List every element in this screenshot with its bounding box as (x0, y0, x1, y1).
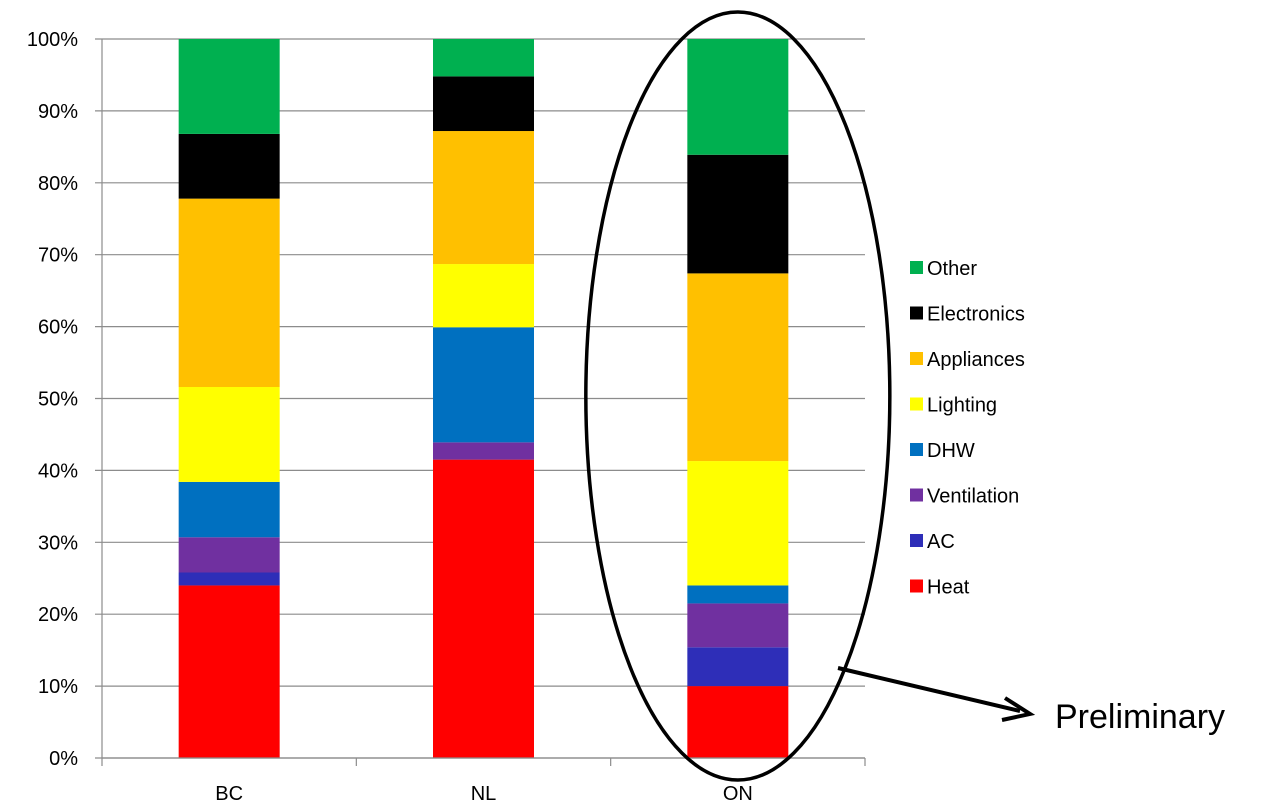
legend-label-appliances: Appliances (927, 349, 1025, 371)
bar-segment-nl-dhw (433, 327, 534, 443)
legend-swatch-electronics (910, 306, 923, 320)
bar-segment-bc-ventilation (178, 537, 280, 573)
bar-segment-bc-heat (178, 585, 280, 758)
bar-segment-nl-heat (433, 459, 534, 758)
bars (178, 39, 789, 758)
bar-segment-on-appliances (687, 273, 789, 462)
legend-label-heat: Heat (927, 577, 970, 599)
annotation-text: Preliminary (1055, 698, 1225, 736)
highlight-ellipse (584, 10, 892, 782)
legend-swatch-heat (910, 579, 923, 593)
bar-segment-bc-other (178, 39, 280, 134)
y-tick-label: 50% (38, 389, 78, 411)
legend-label-electronics: Electronics (927, 304, 1025, 326)
x-axis: BC NL ON (101, 757, 866, 805)
x-tick-label: BC (215, 783, 243, 805)
x-tick-label: NL (471, 783, 497, 805)
bar-segment-bc-lighting (178, 386, 280, 482)
y-tick-label: 40% (38, 460, 78, 482)
y-tick-label: 90% (38, 101, 78, 123)
bar-segment-on-ventilation (687, 603, 789, 648)
bar-segment-bc-ac (178, 572, 280, 586)
bar-segment-nl-electronics (433, 76, 534, 132)
legend-swatch-lighting (910, 397, 923, 411)
legend-swatch-ac (910, 534, 923, 547)
y-tick-label: 60% (38, 317, 78, 339)
x-tick-label: ON (723, 783, 753, 805)
legend-label-dhw: DHW (927, 440, 975, 462)
legend: Other Electronics Appliances Lighting DHW Ven… (910, 258, 1025, 599)
bar-segment-on-other (687, 39, 789, 155)
y-tick-label: 80% (38, 173, 78, 195)
y-tick-label: 70% (38, 245, 78, 267)
y-tick-label: 0% (49, 748, 78, 770)
legend-label-other: Other (927, 258, 977, 280)
bar-segment-nl-ventilation (433, 442, 534, 460)
bar-segment-nl-lighting (433, 264, 534, 328)
bar-segment-bc-dhw (178, 481, 280, 538)
bar-segment-nl-appliances (433, 131, 534, 265)
legend-label-ventilation: Ventilation (927, 486, 1019, 508)
legend-swatch-dhw (910, 443, 923, 456)
annotation: Preliminary (584, 10, 1225, 782)
bar-segment-on-lighting (687, 461, 789, 586)
bar-segment-nl-other (433, 39, 534, 77)
bar-segment-on-dhw (687, 585, 789, 604)
legend-swatch-ventilation (910, 488, 923, 502)
bar-segment-on-heat (687, 686, 789, 758)
y-tick-label: 30% (38, 532, 78, 554)
legend-swatch-appliances (910, 352, 923, 365)
bar-segment-on-electronics (687, 154, 789, 274)
bar-segment-bc-appliances (178, 198, 280, 387)
annotation-arrow-line (837, 666, 1021, 713)
bar-segment-on-ac (687, 647, 789, 687)
legend-swatch-other (910, 261, 923, 274)
legend-label-lighting: Lighting (927, 395, 997, 417)
annotation-arrow-head (1001, 696, 1036, 722)
bar-segment-bc-electronics (178, 133, 280, 199)
legend-label-ac: AC (927, 531, 955, 553)
y-tick-label: 20% (38, 604, 78, 626)
y-tick-label: 100% (27, 29, 78, 51)
y-tick-label: 10% (38, 676, 78, 698)
y-axis: 0% 10% 20% 30% 40% 50% 60% 70% 80% 90% 100% (27, 29, 103, 770)
